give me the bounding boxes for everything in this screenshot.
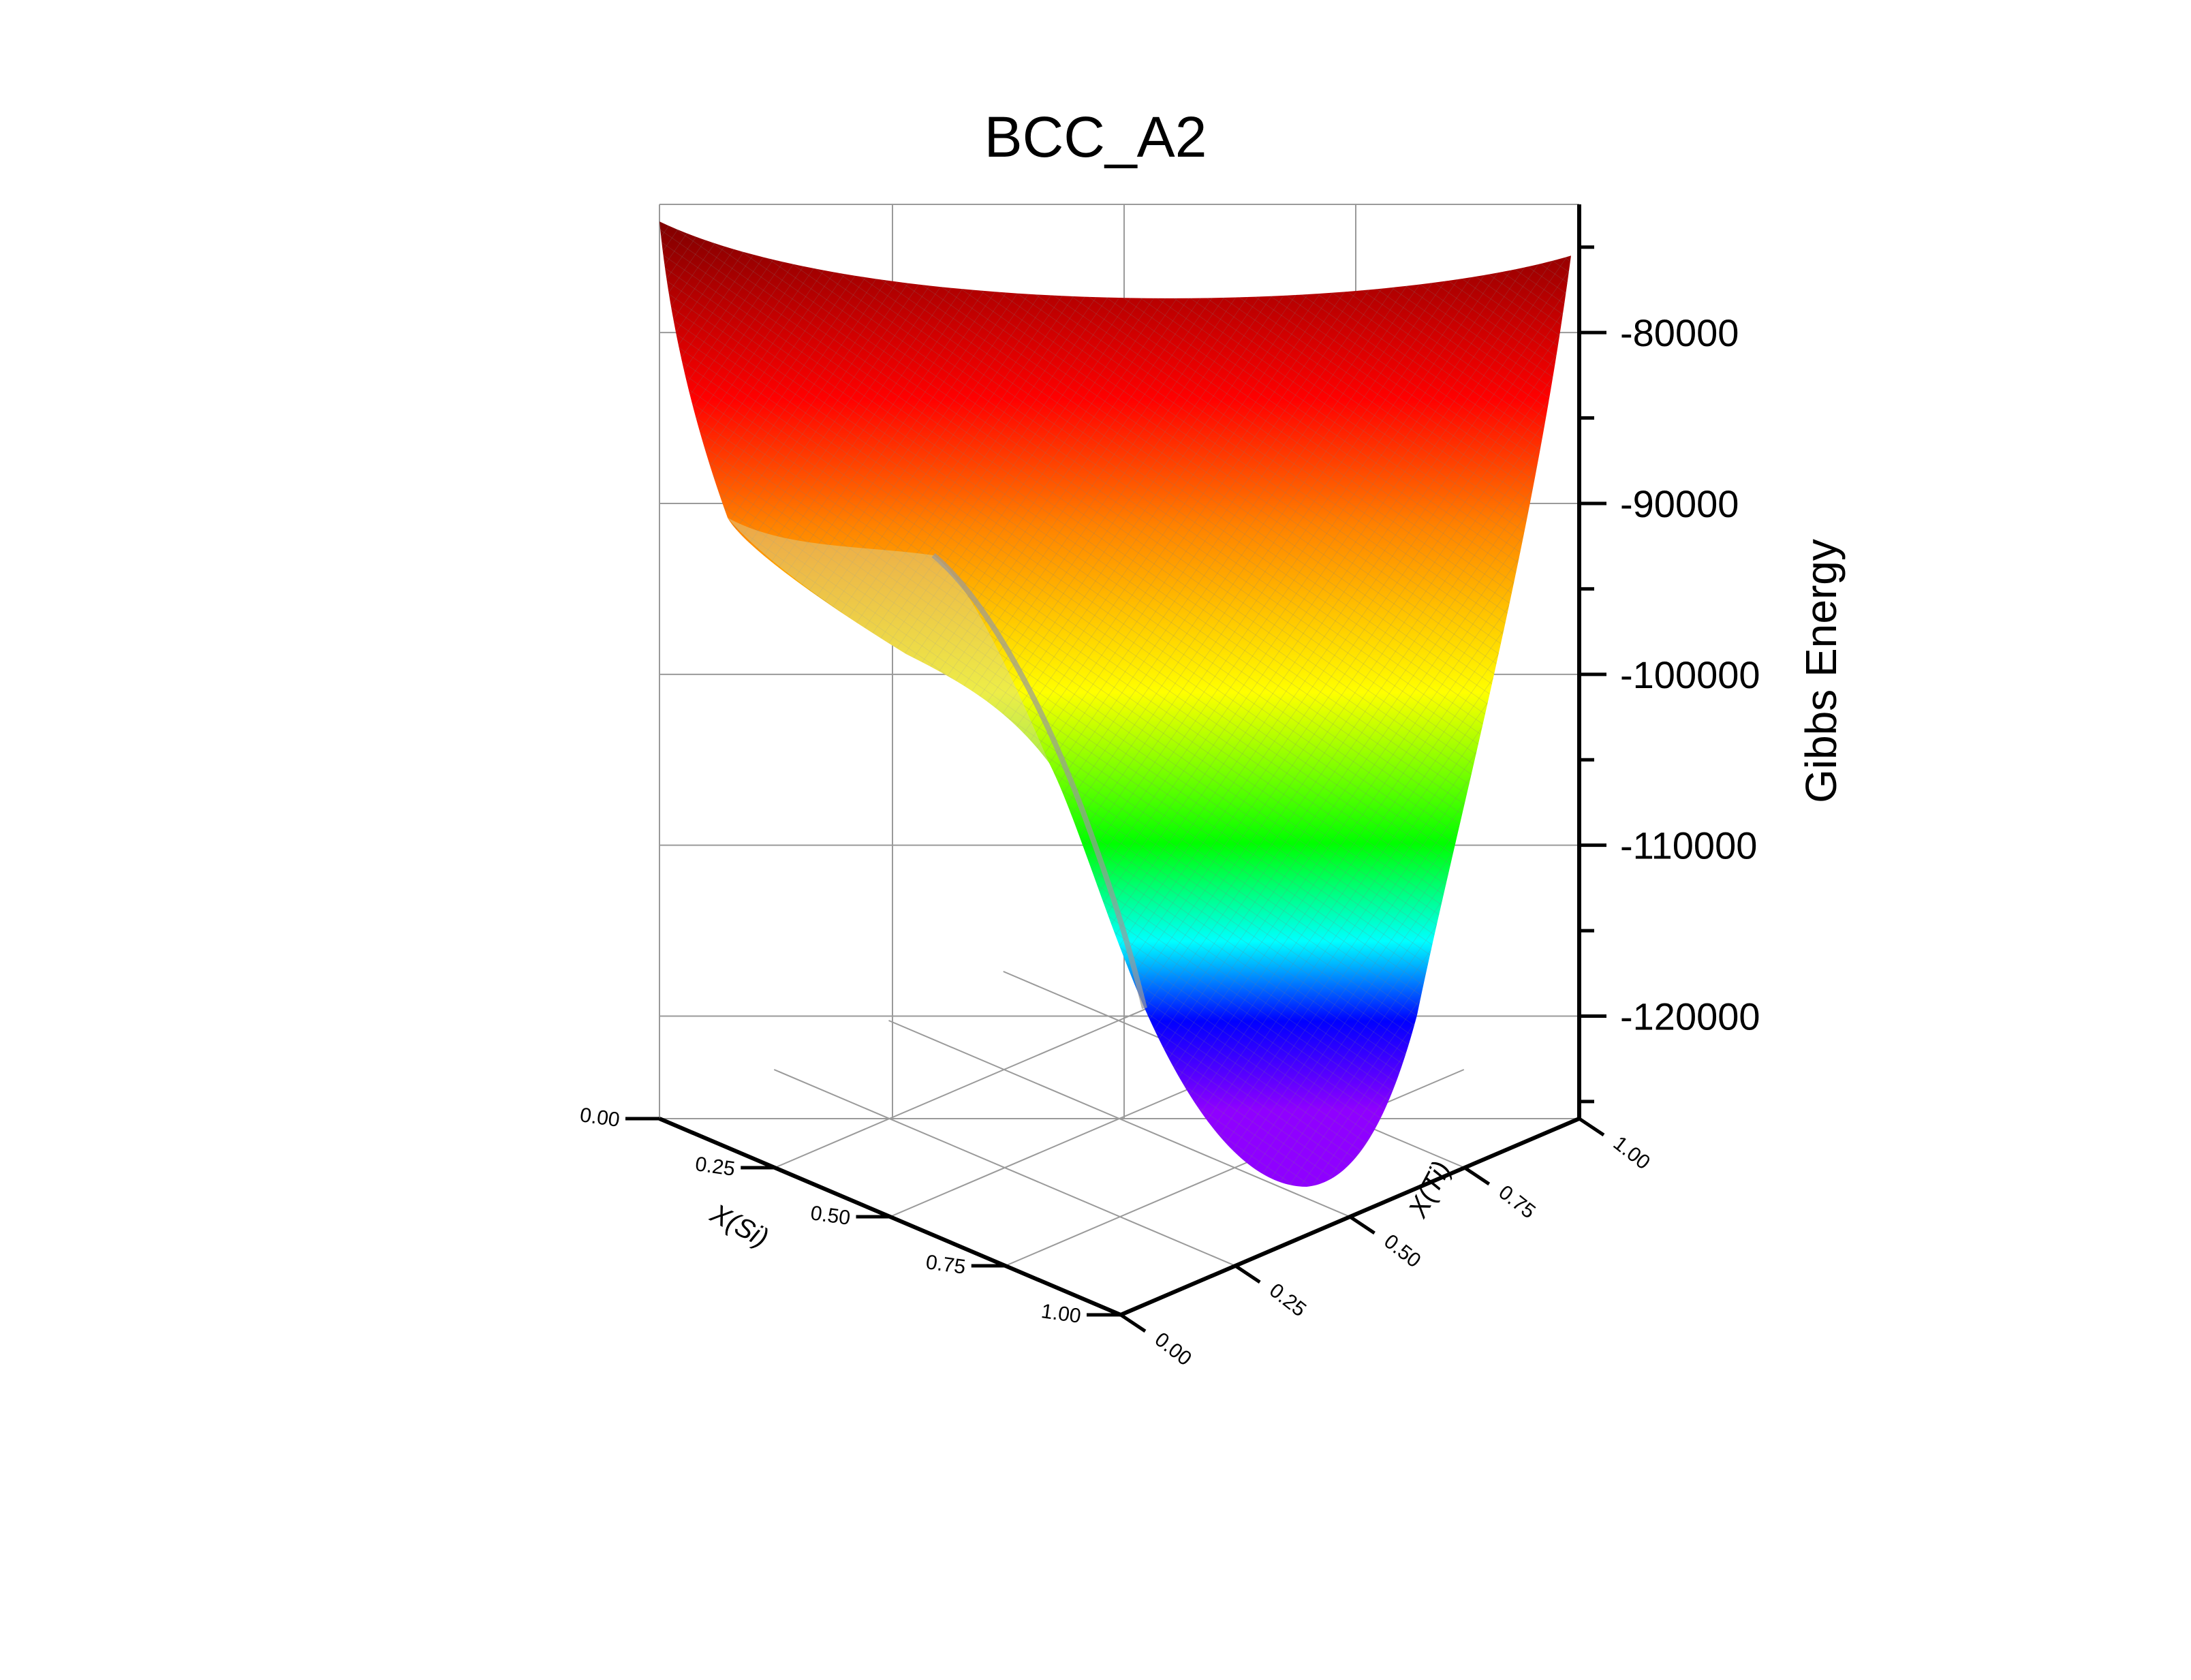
x-ti-tick-label: 1.00	[1609, 1132, 1654, 1175]
z-tick-label: -120000	[1620, 995, 1760, 1038]
z-tick-label: -80000	[1620, 311, 1739, 354]
x-si-tick-label: 0.00	[578, 1104, 621, 1132]
z-tick-label: -90000	[1620, 482, 1739, 525]
x-si-tick-label: 0.50	[809, 1202, 852, 1230]
x-ti-tick	[1578, 1117, 1605, 1137]
x-ti-tick	[1463, 1166, 1491, 1186]
z-tick-label: -110000	[1620, 824, 1757, 867]
surface-ridge	[931, 553, 1147, 1009]
x-si-tick-label: 0.25	[694, 1153, 736, 1181]
z-tick-label: -100000	[1620, 653, 1760, 696]
surface-mesh	[659, 221, 1571, 1187]
z-axis-label: Gibbs Energy	[1797, 539, 1846, 803]
x-ti-tick-label: 0.75	[1494, 1181, 1539, 1224]
x-ti-tick-label: 0.00	[1151, 1328, 1196, 1371]
x-ti-tick	[1119, 1313, 1147, 1333]
chart-title: BCC_A2	[984, 105, 1207, 169]
x-ti-tick	[1349, 1215, 1376, 1235]
x-ti-tick-label: 0.25	[1265, 1279, 1310, 1322]
surface-fold	[728, 518, 1049, 763]
x-ti-tick	[1234, 1264, 1261, 1284]
x-si-tick-label: 1.00	[1040, 1300, 1082, 1328]
x-si-axis-title: X(Si)	[705, 1198, 773, 1254]
axes: -80000 -90000 -100000 -110000 -120000 0.00 0.2…	[578, 204, 1760, 1370]
x-si-tick-label: 0.75	[924, 1251, 967, 1279]
x-ti-tick-label: 0.50	[1380, 1230, 1425, 1273]
surface	[659, 221, 1571, 1187]
